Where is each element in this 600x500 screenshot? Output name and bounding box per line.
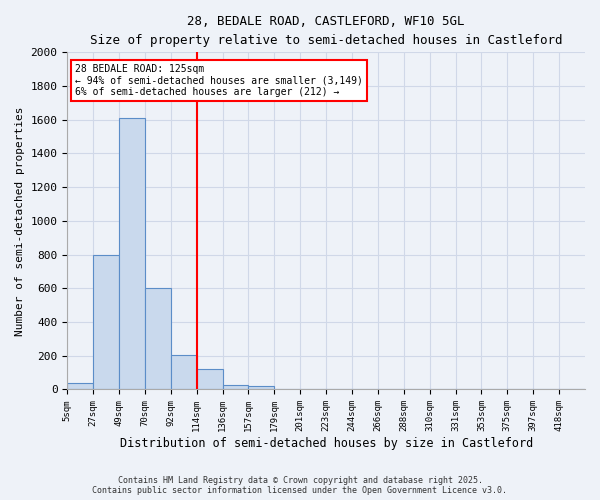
Bar: [93, 254, 119, 390]
Text: 28 BEDALE ROAD: 125sqm
← 94% of semi-detached houses are smaller (3,149)
6% of s: 28 BEDALE ROAD: 125sqm ← 94% of semi-det…: [75, 64, 363, 98]
X-axis label: Distribution of semi-detached houses by size in Castleford: Distribution of semi-detached houses by …: [119, 437, 533, 450]
Bar: [119, 118, 145, 390]
Bar: [67, 382, 93, 390]
Text: Contains HM Land Registry data © Crown copyright and database right 2025.
Contai: Contains HM Land Registry data © Crown c…: [92, 476, 508, 495]
Bar: [171, 355, 197, 390]
Title: 28, BEDALE ROAD, CASTLEFORD, WF10 5GL
Size of property relative to semi-detached: 28, BEDALE ROAD, CASTLEFORD, WF10 5GL Si…: [90, 15, 562, 47]
Bar: [197, 369, 223, 390]
Bar: [145, 288, 171, 390]
Bar: [248, 386, 274, 390]
Bar: [223, 386, 248, 390]
Y-axis label: Number of semi-detached properties: Number of semi-detached properties: [15, 106, 25, 336]
